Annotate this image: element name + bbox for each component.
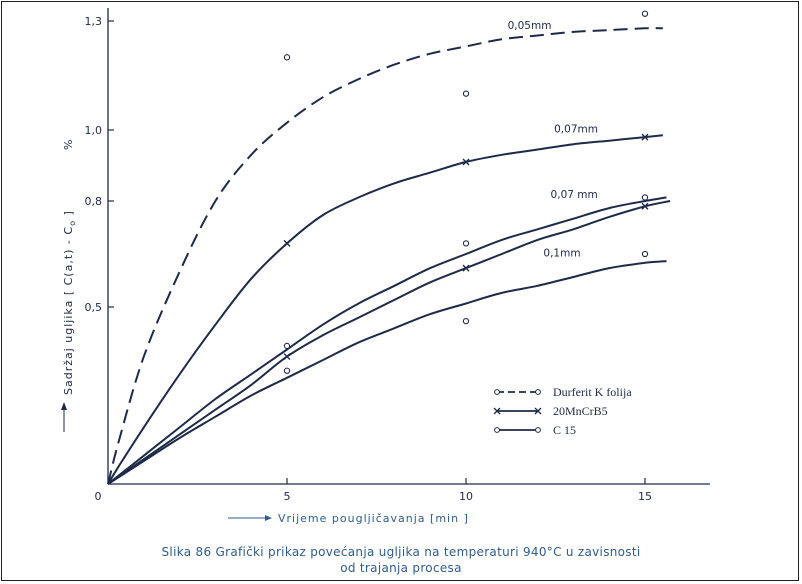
x-tick-label: 5 — [284, 490, 291, 503]
curve-label: 0,07mm — [554, 123, 598, 135]
y-axis-label: Sadržaj ugljika [ C(a,t) - Co ] — [62, 210, 77, 395]
legend-label: 20MnCrB5 — [553, 404, 608, 418]
data-point-x — [641, 133, 649, 141]
curve-label: 0,07 mm — [551, 189, 598, 201]
curve-label: 0,1mm — [543, 247, 580, 259]
data-point-o — [641, 10, 649, 17]
data-point-x — [283, 239, 291, 247]
figure-caption-line1: Slika 86 Grafički prikaz povećanja uglji… — [162, 545, 641, 559]
figure-caption-line2: od trajanja procesa — [340, 561, 461, 575]
series-2-curve-0 — [107, 196, 667, 485]
legend-marker-o — [535, 389, 541, 395]
y-tick-label: 0,5 — [85, 301, 103, 314]
curve-label: 0,05mm — [508, 20, 552, 32]
data-point-x — [462, 158, 470, 166]
series-1-curve-1 — [107, 200, 671, 485]
legend-label: Durferit K folija — [553, 385, 632, 399]
x-tick-label: 10 — [459, 490, 473, 503]
data-point-o — [641, 194, 649, 201]
x-tick-label: 0 — [95, 490, 102, 503]
data-point-o — [283, 342, 291, 350]
x-axis-label: Vrijeme pougljičavanja [min ] — [278, 512, 469, 525]
arrowhead-icon — [265, 515, 272, 521]
series-1-curve-0 — [107, 134, 663, 485]
arrowhead-icon — [61, 402, 67, 410]
series-2-curve-1 — [107, 260, 667, 485]
data-point-x — [283, 353, 291, 361]
data-point-o — [462, 240, 470, 247]
data-point-x — [641, 202, 649, 210]
data-point-o — [641, 250, 649, 258]
legend-marker-x — [534, 407, 542, 415]
y-tick-label: 0,8 — [85, 195, 103, 208]
y-unit-label: % — [62, 140, 75, 150]
y-tick-label: 1,3 — [85, 15, 103, 28]
legend-marker-o — [535, 427, 541, 433]
x-tick-label: 15 — [638, 490, 652, 503]
legend-marker-x — [493, 407, 501, 415]
legend-marker-o — [494, 389, 500, 395]
legend-marker-o — [494, 427, 500, 433]
series-0-curve-0 — [107, 27, 663, 485]
data-point-o — [462, 90, 470, 97]
data-point-o — [462, 318, 470, 325]
data-point-x — [462, 264, 470, 272]
data-point-o — [283, 54, 291, 61]
legend-label: C 15 — [553, 423, 576, 437]
y-tick-label: 1,0 — [85, 124, 103, 137]
data-point-o — [283, 367, 291, 374]
